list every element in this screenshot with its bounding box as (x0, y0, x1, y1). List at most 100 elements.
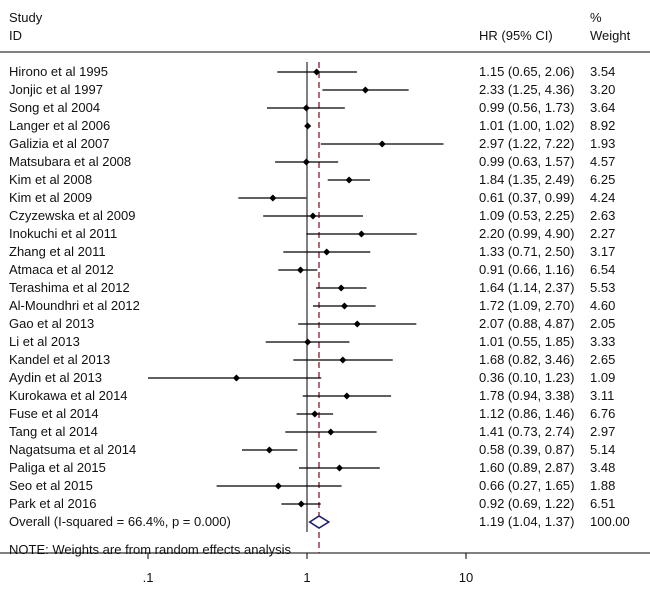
study-label: Al-Moundhri et al 2012 (9, 298, 140, 313)
study-label: Kim et al 2009 (9, 190, 93, 205)
study-label: Kandel et al 2013 (9, 352, 111, 367)
hr-ci-value: 1.15 (0.65, 2.06) (479, 64, 575, 79)
weight-value: 5.53 (590, 280, 616, 295)
weight-value: 3.33 (590, 334, 616, 349)
hr-ci-value: 0.61 (0.37, 0.99) (479, 190, 575, 205)
point-estimate (327, 428, 335, 436)
study-label: Seo et al 2015 (9, 478, 93, 493)
study-label: Inokuchi et al 2011 (9, 226, 118, 241)
hr-ci-value: 0.58 (0.39, 0.87) (479, 442, 575, 457)
study-label: Song et al 2004 (9, 100, 101, 115)
overall-weight: 100.00 (590, 514, 630, 529)
hr-ci-value: 1.33 (0.71, 2.50) (479, 244, 575, 259)
percent-header: % (590, 10, 602, 25)
weight-value: 3.64 (590, 100, 616, 115)
point-estimate (311, 410, 319, 418)
weight-value: 1.09 (590, 370, 616, 385)
weight-value: 4.57 (590, 154, 616, 169)
weight-value: 6.25 (590, 172, 616, 187)
point-estimate (337, 284, 345, 292)
weight-value: 1.88 (590, 478, 616, 493)
point-estimate (340, 302, 348, 310)
overall-diamond (308, 515, 331, 529)
hr-ci-value: 1.68 (0.82, 3.46) (479, 352, 575, 367)
study-label: Li et al 2013 (9, 334, 80, 349)
overall-label: Overall (I-squared = 66.4%, p = 0.000) (9, 514, 231, 529)
study-label: Kurokawa et al 2014 (9, 388, 128, 403)
hr-ci-value: 0.92 (0.69, 1.22) (479, 496, 575, 511)
study-label: Matsubara et al 2008 (9, 154, 132, 169)
study-label: Paliga et al 2015 (9, 460, 106, 475)
id-header: ID (9, 28, 22, 43)
weight-value: 5.14 (590, 442, 616, 457)
point-estimate (297, 500, 305, 508)
hr-ci-value: 2.20 (0.99, 4.90) (479, 226, 575, 241)
hr-ci-value: 2.97 (1.22, 7.22) (479, 136, 575, 151)
point-estimate (345, 176, 353, 184)
study-label: Aydin et al 2013 (9, 370, 102, 385)
weight-value: 2.27 (590, 226, 616, 241)
weight-header: Weight (590, 28, 631, 43)
hr-ci-value: 0.99 (0.63, 1.57) (479, 154, 575, 169)
point-estimate (313, 68, 321, 76)
x-tick-label: 10 (458, 570, 474, 585)
study-label: Gao et al 2013 (9, 316, 95, 331)
point-estimate (361, 86, 369, 94)
hr-ci-value: 1.84 (1.35, 2.49) (479, 172, 575, 187)
point-estimate (269, 194, 277, 202)
point-estimate (302, 158, 310, 166)
hr-ci-value: 2.07 (0.88, 4.87) (479, 316, 575, 331)
hr-ci-value: 2.33 (1.25, 4.36) (479, 82, 575, 97)
point-estimate (353, 320, 361, 328)
point-estimate (296, 266, 305, 274)
point-estimate (304, 338, 312, 346)
point-estimate (378, 140, 386, 148)
point-estimate (304, 122, 312, 130)
weight-value: 6.51 (590, 496, 616, 511)
weight-value: 3.48 (590, 460, 616, 475)
weight-value: 3.54 (590, 64, 616, 79)
hr-ci-value: 1.78 (0.94, 3.38) (479, 388, 575, 403)
hr-ci-value: 0.36 (0.10, 1.23) (479, 370, 575, 385)
hr-ci-value: 0.99 (0.56, 1.73) (479, 100, 575, 115)
study-label: Tang et al 2014 (9, 424, 98, 439)
point-estimate (302, 104, 310, 112)
hr-ci-header: HR (95% CI) (479, 28, 553, 43)
point-estimate (265, 446, 273, 454)
weight-value: 2.63 (590, 208, 616, 223)
point-estimate (335, 464, 343, 472)
study-label: Zhang et al 2011 (9, 244, 106, 259)
weight-value: 8.92 (590, 118, 616, 133)
point-estimate (343, 392, 351, 400)
weight-value: 3.20 (590, 82, 616, 97)
study-label: Czyzewska et al 2009 (9, 208, 136, 223)
weight-value: 4.24 (590, 190, 616, 205)
point-estimate (274, 482, 282, 490)
study-label: Terashima et al 2012 (9, 280, 130, 295)
hr-ci-value: 1.09 (0.53, 2.25) (479, 208, 575, 223)
x-tick-label: .1 (142, 570, 154, 585)
point-estimate (309, 212, 317, 220)
hr-ci-value: 0.91 (0.66, 1.16) (479, 262, 575, 277)
weight-value: 2.97 (590, 424, 616, 439)
weight-value: 6.54 (590, 262, 616, 277)
study-label: Nagatsuma et al 2014 (9, 442, 137, 457)
study-label: Jonjic et al 1997 (9, 82, 103, 97)
study-label: Park et al 2016 (9, 496, 97, 511)
study-label: Galizia et al 2007 (9, 136, 110, 151)
hr-ci-value: 1.12 (0.86, 1.46) (479, 406, 575, 421)
study-label: Hirono et al 1995 (9, 64, 109, 79)
weight-value: 1.93 (590, 136, 616, 151)
hr-ci-value: 1.01 (1.00, 1.02) (479, 118, 575, 133)
overall-hr-ci: 1.19 (1.04, 1.37) (479, 514, 575, 529)
study-header: Study (9, 10, 43, 25)
weight-value: 3.17 (590, 244, 616, 259)
study-label: Langer et al 2006 (9, 118, 111, 133)
point-estimate (339, 356, 347, 364)
study-label: Fuse et al 2014 (9, 406, 99, 421)
weight-value: 3.11 (590, 388, 615, 403)
weight-value: 6.76 (590, 406, 616, 421)
weight-value: 2.05 (590, 316, 616, 331)
